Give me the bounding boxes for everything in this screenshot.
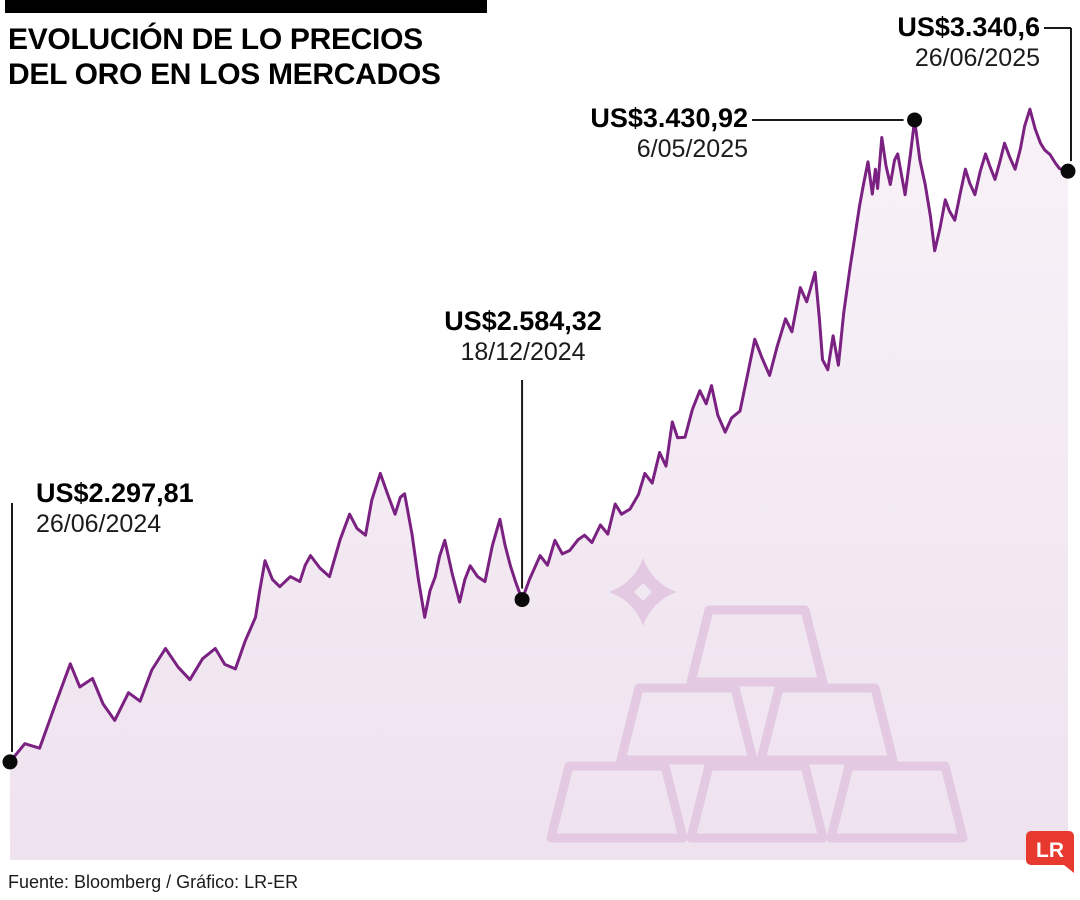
- annotation-date: 18/12/2024: [460, 338, 586, 366]
- title-line-1: EVOLUCIÓN DE LO PRECIOS: [8, 23, 423, 56]
- annotation-date: 26/06/2024: [36, 510, 162, 538]
- data-point-marker: [1060, 163, 1076, 179]
- lr-logo-text: LR: [1036, 839, 1064, 862]
- data-point-marker: [907, 112, 923, 128]
- gold-ingot-icon: [616, 683, 758, 765]
- annotation-price: US$2.584,32: [444, 306, 602, 336]
- source-credit: Fuente: Bloomberg / Gráfico: LR-ER: [8, 872, 299, 892]
- annotation-date: 6/05/2025: [636, 135, 748, 163]
- gold-bars-watermark: [546, 558, 968, 843]
- annotation-start: US$2.297,81 26/06/2024: [36, 478, 194, 540]
- annotation-date: 26/06/2025: [914, 44, 1040, 72]
- sparkle-icon: [609, 558, 677, 626]
- gold-ingot-icon: [756, 683, 898, 765]
- lr-logo: LR: [1026, 831, 1074, 873]
- price-line-series: [8, 107, 1070, 764]
- price-line: [8, 107, 1070, 764]
- annotation-price: US$3.430,92: [590, 103, 748, 133]
- annotation-price: US$3.340,6: [897, 12, 1040, 42]
- data-point-marker: [2, 754, 18, 770]
- gold-ingot-icon: [686, 761, 828, 843]
- top-black-bar: [5, 0, 487, 13]
- data-point-marker: [514, 592, 530, 608]
- page-title: EVOLUCIÓN DE LO PRECIOS DEL ORO EN LOS M…: [8, 22, 441, 92]
- annotation-end: US$3.340,6 26/06/2025: [830, 12, 1040, 74]
- annotation-may-2025: US$3.430,92 6/05/2025: [538, 103, 748, 165]
- gold-ingot-icon: [686, 605, 828, 687]
- annotation-dec-2024: US$2.584,32 18/12/2024: [405, 306, 641, 368]
- annotation-price: US$2.297,81: [36, 478, 194, 508]
- title-line-2: DEL ORO EN LOS MERCADOS: [8, 58, 441, 91]
- gold-ingot-icon: [546, 761, 688, 843]
- lr-logo-tail: [1059, 861, 1074, 873]
- annotation-markers: [2, 27, 1076, 770]
- lr-logo-badge: [1026, 831, 1074, 865]
- gold-ingot-icon: [826, 761, 968, 843]
